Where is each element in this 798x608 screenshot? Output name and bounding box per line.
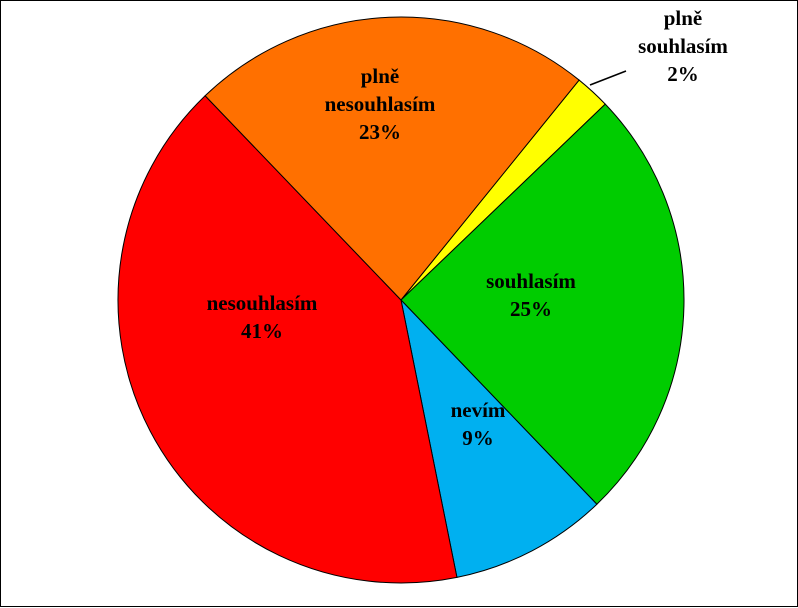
slice-label: souhlasím 25% — [486, 269, 576, 321]
leader-line — [589, 70, 627, 86]
pie-labels: plně souhlasím 2% souhlasím 25% nevím 9% nesouh… — [207, 6, 729, 450]
slice-name: souhlasím — [638, 34, 728, 58]
slice-percent: 25% — [510, 297, 552, 321]
slice-label: plně souhlasím 2% — [638, 6, 728, 86]
slice-name: plně — [361, 64, 400, 88]
slice-percent: 23% — [359, 120, 401, 144]
slice-name: nesouhlasím — [325, 92, 436, 116]
pie-slice-nevím — [400, 298, 598, 579]
pie-slice-plně-nesouhlasím — [204, 16, 580, 301]
pie-slice-souhlasím — [400, 103, 685, 505]
slice-label: nevím 9% — [451, 398, 506, 450]
slice-percent: 9% — [462, 426, 494, 450]
slice-label: plně nesouhlasím 23% — [325, 64, 436, 144]
slice-percent: 41% — [241, 319, 283, 343]
slice-name: nevím — [451, 398, 506, 422]
slice-name: nesouhlasím — [207, 291, 318, 315]
pie-slices — [117, 16, 685, 584]
slice-percent: 2% — [667, 62, 699, 86]
pie-slice-nesouhlasím — [117, 95, 458, 584]
slice-label: nesouhlasím 41% — [207, 291, 318, 343]
slice-name: plně — [664, 6, 703, 30]
slice-name: souhlasím — [486, 269, 576, 293]
